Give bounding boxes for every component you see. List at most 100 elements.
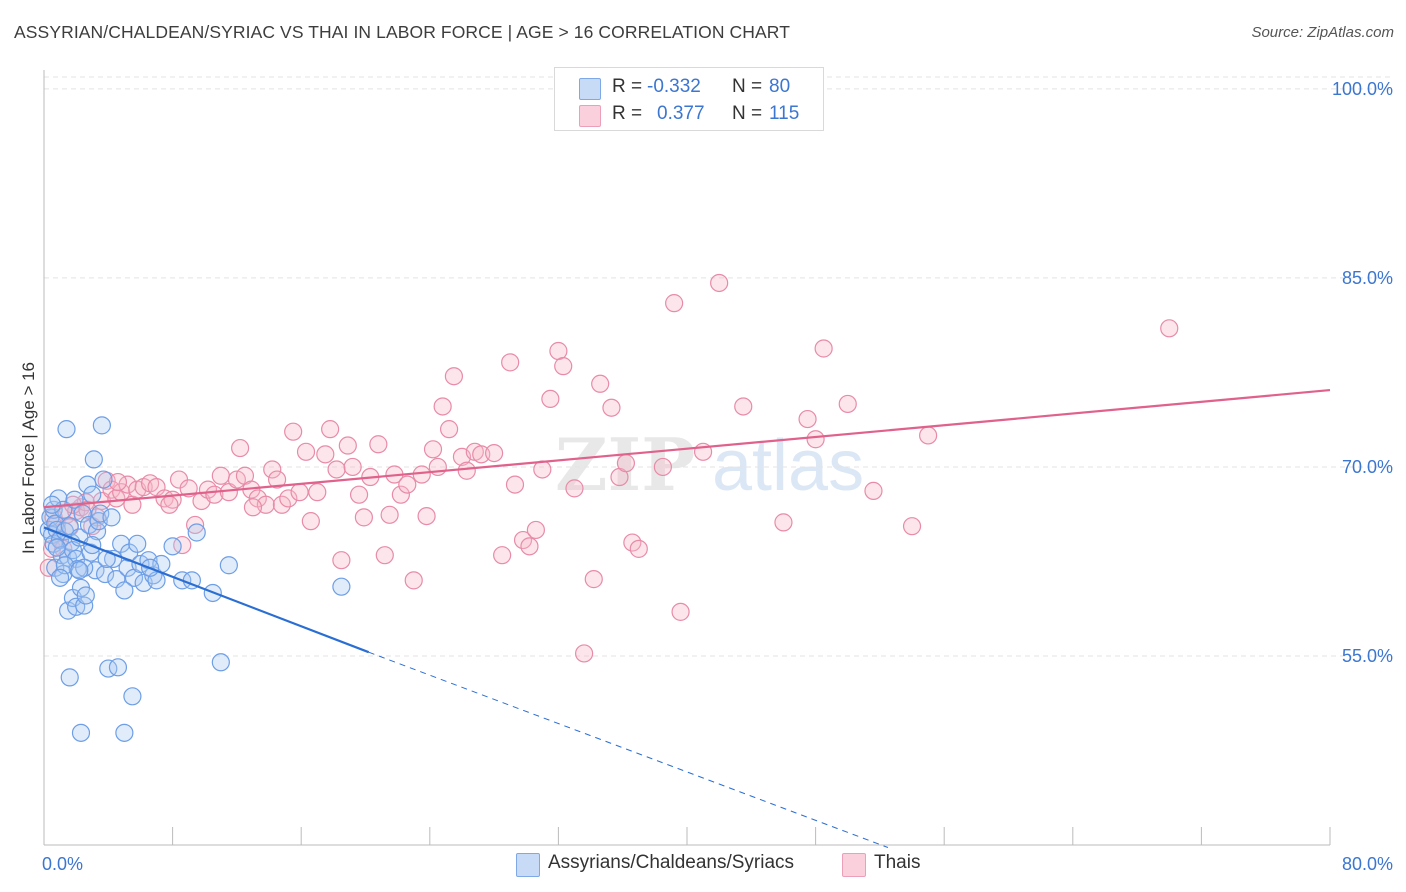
thais-point: [919, 426, 938, 445]
r-value: 0.377: [657, 103, 705, 124]
assyrians-trend-line: [43, 526, 370, 654]
thais-point: [284, 422, 303, 441]
source-credit: Source: ZipAtlas.com: [1251, 24, 1394, 41]
assyrians-point: [86, 561, 105, 580]
thais-point: [806, 430, 825, 449]
watermark: ZIP atlas: [555, 422, 864, 507]
thais-point: [296, 442, 316, 461]
thais-point: [541, 389, 560, 409]
thais-point: [316, 445, 335, 464]
thais-point: [290, 483, 309, 502]
thais-point: [520, 537, 539, 556]
thais-point: [864, 481, 883, 500]
thais-point: [279, 489, 298, 508]
thais-point: [433, 397, 452, 416]
assyrians-point: [57, 420, 76, 439]
assyrians-point: [95, 564, 115, 584]
assyrians-trend-extension: [368, 651, 889, 848]
watermark-atlas: atlas: [712, 426, 864, 506]
n-value: 115: [769, 103, 800, 124]
thais-point: [321, 420, 340, 439]
thais-point: [211, 466, 230, 485]
y-tick-label: 85.0%: [1342, 268, 1393, 288]
thais-point: [1160, 319, 1179, 338]
stats-legend: R = -0.332 N = 80 R = 0.377 N = 115: [554, 67, 824, 131]
watermark-zip: ZIP: [555, 422, 695, 507]
n-label: N =: [732, 76, 763, 97]
assyrians-point: [42, 495, 62, 514]
r-value: -0.332: [647, 76, 701, 97]
thais-point: [710, 273, 729, 293]
thais-point: [444, 367, 464, 386]
assyrians-point: [211, 653, 230, 672]
assyrians-point: [47, 538, 66, 557]
thais-point: [505, 475, 525, 494]
thais-point: [243, 498, 263, 517]
thais-point: [493, 546, 512, 565]
thais-swatch: [579, 105, 601, 127]
thais-point: [412, 465, 431, 484]
thais-point: [501, 353, 520, 372]
assyrians-point: [219, 556, 238, 575]
trend-lines: [43, 388, 1331, 848]
assyrians-point: [60, 668, 79, 687]
thais-point: [332, 551, 351, 570]
assyrians-legend-label: Assyrians/Chaldeans/Syriacs: [548, 852, 795, 873]
thais-point: [798, 409, 817, 429]
axes: [43, 70, 1331, 846]
thais-point: [902, 517, 922, 536]
n-label: N =: [732, 103, 763, 124]
r-label: R =: [612, 76, 643, 97]
thais-point: [472, 445, 491, 464]
assyrians-point: [187, 523, 206, 542]
thais-point: [584, 570, 603, 589]
thais-point: [375, 546, 394, 565]
assyrians-point: [163, 537, 182, 556]
assyrians-swatch: [579, 78, 601, 100]
thais-point: [391, 485, 410, 504]
thais-point: [439, 420, 459, 439]
thais-point: [308, 483, 327, 502]
thais-point: [575, 644, 594, 663]
assyrians-point: [102, 508, 121, 527]
thais-point: [301, 512, 320, 531]
assyrians-point: [70, 561, 89, 580]
gridlines: [44, 76, 1394, 657]
thais-point: [404, 571, 423, 590]
thais-point: [423, 440, 443, 459]
thais-point: [263, 460, 282, 479]
y-tick-label: 70.0%: [1342, 457, 1393, 477]
thais-point: [653, 457, 672, 477]
thais-point: [343, 457, 362, 477]
thais-point: [629, 539, 648, 558]
assyrians-point: [83, 485, 102, 504]
thais-point: [838, 394, 857, 414]
y-tick-label: 55.0%: [1342, 646, 1393, 666]
thais-point: [267, 470, 287, 489]
thais-point: [327, 460, 346, 479]
thais-point: [417, 506, 436, 526]
thais-point: [485, 443, 504, 463]
assyrians-point: [108, 658, 128, 677]
series-thais: [39, 273, 1179, 663]
thais-point: [671, 602, 690, 621]
assyrians-point: [75, 558, 94, 577]
thais-point: [398, 475, 417, 494]
y-axis-label: In Labor Force | Age > 16: [19, 362, 38, 554]
thais-point: [354, 508, 373, 527]
assyrians-point: [94, 470, 113, 489]
thais-point: [338, 436, 357, 455]
thais-point: [774, 513, 793, 532]
thais-point: [231, 438, 250, 458]
thais-point: [173, 535, 192, 555]
assyrians-point: [115, 723, 134, 742]
thais-point: [602, 398, 621, 417]
assyrians-point: [73, 504, 92, 523]
thais-point: [616, 454, 636, 473]
thais-legend-label: Thais: [874, 852, 921, 873]
y-tick-label: 100.0%: [1332, 79, 1393, 99]
thais-point: [591, 374, 610, 393]
assyrians-point: [50, 568, 70, 587]
assyrians-point: [84, 450, 103, 469]
